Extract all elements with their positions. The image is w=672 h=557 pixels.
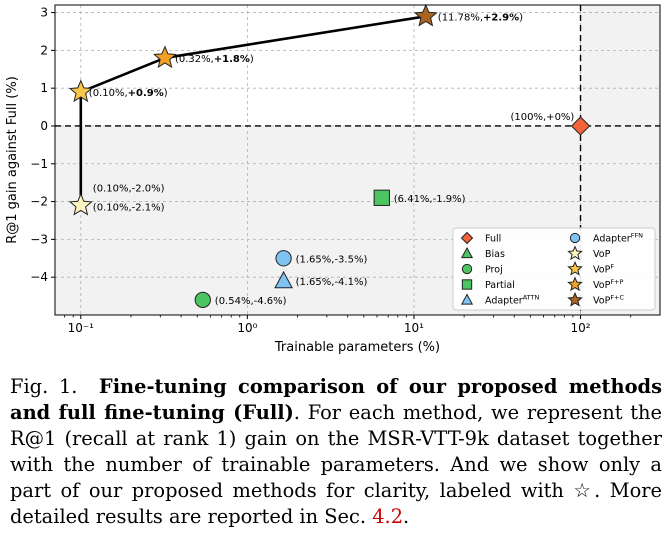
caption-rest: . For each method, we represent the R@1 … — [10, 401, 662, 528]
y-tick-label-5: 1 — [40, 81, 48, 95]
marker-vopf-p — [153, 45, 177, 69]
y-tick-label-7: 3 — [40, 6, 48, 20]
y-tick-label-1: −3 — [30, 232, 48, 246]
x-axis-label: Trainable parameters (%) — [274, 340, 440, 355]
frontier-polyline — [79, 15, 427, 206]
marker-adapterffn — [275, 250, 292, 267]
y-tick-label-4: 0 — [40, 119, 48, 133]
plot-frame — [54, 4, 661, 316]
legend-marker-4 — [460, 293, 474, 305]
x-tick-label-2: 10¹ — [404, 321, 424, 335]
label-vopf: (0.10%,+0.9%) — [89, 88, 168, 99]
legend-marker-0 — [460, 231, 474, 245]
label-vopf-p: (0.32%,+1.8%) — [175, 54, 254, 65]
legend-label-0: Full — [485, 234, 501, 245]
label-vop-alt: (0.10%,-2.0%) — [93, 183, 165, 194]
legend-marker-5 — [569, 232, 581, 244]
label-vopf-c: (11.78%,+2.9%) — [438, 12, 523, 23]
legend-label-2: Proj — [485, 265, 503, 276]
axes: −4 −3 −2 −1 0 1 2 3 10⁻¹ 10⁰ 10¹ 10² — [30, 4, 661, 335]
x-tick-label-1: 10⁰ — [237, 321, 257, 335]
marker-partial — [373, 189, 390, 206]
label-full: (100%,+0%) — [511, 112, 575, 123]
legend-label-8: VoPF+P — [593, 278, 623, 291]
label-adapterattn: (1.65%,-4.1%) — [296, 277, 368, 288]
label-vop: (0.10%,-2.1%) — [93, 202, 165, 213]
y-tick-label-6: 2 — [40, 43, 48, 57]
legend-marker-7 — [567, 260, 583, 276]
legend-marker-6 — [567, 245, 583, 261]
chart: (100%,+0%) (6.41%,-1.9%) (0.54%,-4.6%) (1.6… — [5, 3, 661, 355]
marker-full — [570, 116, 591, 136]
legend-marker-9 — [567, 291, 583, 307]
legend-label-3: Partial — [485, 280, 515, 291]
marker-vop — [68, 192, 93, 216]
legend-marker-1 — [460, 246, 474, 259]
legend-label-4: AdapterATTN — [485, 294, 539, 307]
caption-bold: Fine-tuning comparison of our proposed m… — [10, 375, 663, 424]
x-tick-label-0: 10⁻¹ — [68, 321, 95, 335]
legend-label-7: VoPF — [593, 263, 614, 276]
x-tick-label-3: 10² — [570, 321, 590, 335]
legend-label-6: VoP — [593, 249, 611, 260]
caption-fig-label: Fig. 1. — [10, 375, 78, 398]
label-proj: (0.54%,-4.6%) — [215, 296, 287, 307]
frontier-line — [79, 15, 427, 206]
legend: Full Bias Proj Partial AdapterATTN AdapterFFN… — [452, 227, 656, 311]
y-tick-label-0: −4 — [30, 270, 48, 284]
y-axis-label: R@1 gain against Full (%) — [5, 76, 20, 244]
legend-box — [452, 227, 656, 311]
point-labels: (100%,+0%) (6.41%,-1.9%) (0.54%,-4.6%) (1.6… — [89, 12, 575, 307]
marker-adapterattn — [274, 270, 293, 289]
marker-vopf — [68, 79, 93, 103]
legend-marker-3 — [461, 279, 473, 290]
figure-caption: Fig. 1. Fine-tuning comparison of our pr… — [10, 374, 662, 530]
data-points — [68, 3, 591, 309]
reference-lines — [55, 5, 660, 315]
caption-section-ref[interactable]: 4.2 — [372, 505, 404, 528]
legend-label-5: AdapterFFN — [593, 232, 643, 245]
marker-proj — [194, 291, 211, 309]
legend-marker-8 — [567, 276, 583, 292]
y-tick-label-2: −2 — [30, 195, 48, 209]
label-partial: (6.41%,-1.9%) — [394, 194, 466, 205]
legend-marker-2 — [461, 263, 473, 275]
label-adapterffn: (1.65%,-3.5%) — [296, 254, 368, 265]
caption-end: . — [403, 505, 410, 528]
marker-vopf-c — [413, 3, 438, 27]
y-tick-label-3: −1 — [30, 157, 48, 171]
legend-label-9: VoPF+C — [593, 294, 624, 307]
legend-label-1: Bias — [485, 249, 505, 260]
